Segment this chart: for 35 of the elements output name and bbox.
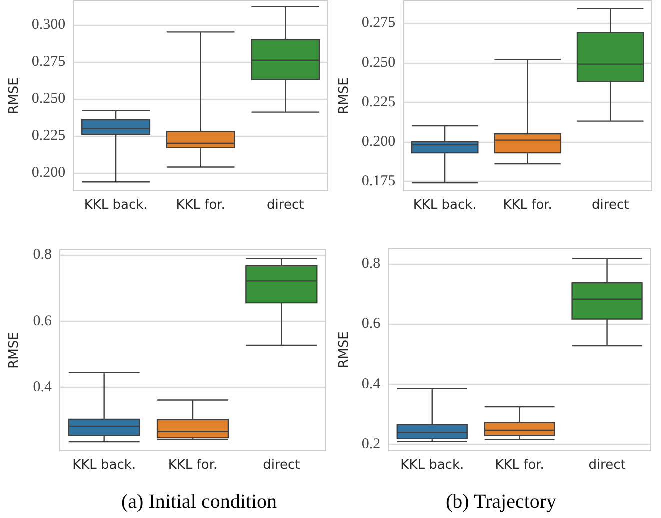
y-tick-label: 0.225 <box>32 128 66 144</box>
x-tick-label: KKL back. <box>72 458 136 473</box>
y-tick-label: 0.6 <box>362 316 382 332</box>
y-tick-label: 0.8 <box>362 256 381 272</box>
y-axis-title: RMSE <box>7 332 22 369</box>
y-tick-label: 0.8 <box>33 246 52 263</box>
x-tick-label: KKL for. <box>503 198 552 213</box>
y-tick-label: 0.2 <box>362 436 381 453</box>
y-tick-label: 0.4 <box>362 376 382 392</box>
x-tick-label: direct <box>263 458 300 473</box>
x-tick-label: KKL back. <box>84 198 148 213</box>
x-tick-label: direct <box>592 198 630 213</box>
y-tick-label: 0.200 <box>362 134 396 150</box>
y-axis-title: RMSE <box>337 332 352 368</box>
y-tick-label: 0.275 <box>32 54 66 70</box>
x-tick-label: KKL for. <box>495 458 544 473</box>
x-tick-label: KKL for. <box>168 458 218 473</box>
x-tick-label: KKL for. <box>176 198 226 213</box>
y-tick-label: 0.175 <box>362 174 396 190</box>
x-tick-label: KKL back. <box>400 458 464 473</box>
x-tick-label: direct <box>267 198 304 213</box>
y-tick-label: 0.200 <box>32 165 66 182</box>
y-tick-label: 0.225 <box>362 94 396 110</box>
y-tick-label: 0.300 <box>32 16 66 33</box>
text: (a) Initial condition <box>122 491 278 513</box>
y-axis-title: RMSE <box>7 78 22 114</box>
text: (b) Trajectory <box>446 491 557 513</box>
y-tick-label: 0.250 <box>32 90 66 107</box>
y-tick-label: 0.250 <box>362 54 396 71</box>
x-tick-label: direct <box>588 458 626 473</box>
y-tick-label: 0.4 <box>33 380 52 396</box>
y-tick-label: 0.6 <box>33 313 52 330</box>
x-tick-label: KKL back. <box>413 198 477 213</box>
y-axis-title: RMSE <box>337 78 352 114</box>
y-tick-label: 0.275 <box>362 15 396 32</box>
